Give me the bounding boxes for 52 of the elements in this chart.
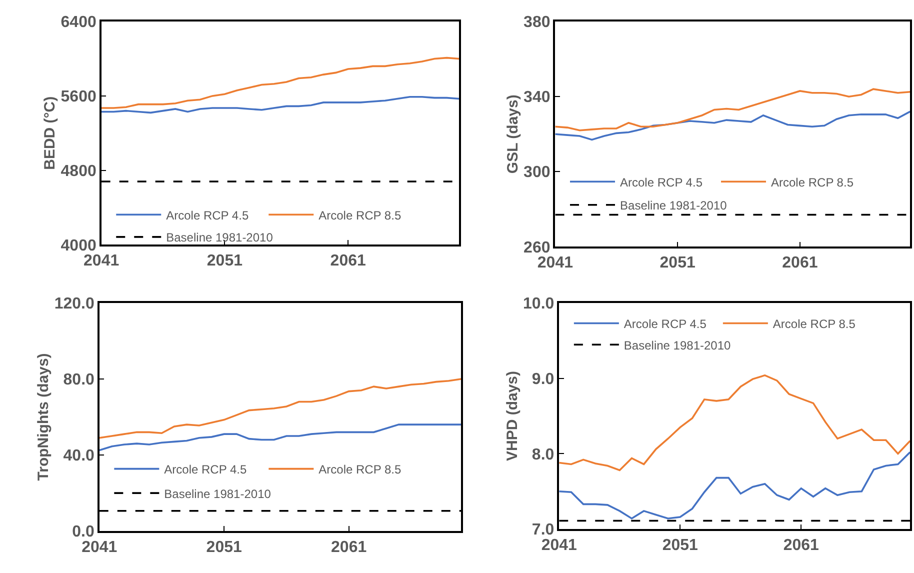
line-series	[559, 451, 910, 520]
y-axis-title: BEDD (°C)	[42, 96, 59, 170]
y-tick-label: 120.0	[54, 296, 95, 313]
x-tick-label: 2041	[541, 536, 578, 554]
x-tick-label: 2051	[206, 538, 242, 556]
y-tick-label: 300	[524, 164, 550, 182]
line-series	[555, 110, 910, 141]
line-series	[101, 56, 460, 109]
x-tick-label: 2041	[537, 254, 574, 272]
legend-label: Arcole RCP 8.5	[318, 462, 402, 477]
y-axis-title: GSL (days)	[504, 94, 522, 174]
legend-label: Arcole RCP 4.5	[620, 175, 703, 190]
x-tick-label: 2061	[782, 254, 818, 272]
y-axis-title: TropNights (days)	[35, 353, 52, 481]
x-tick-label: 2041	[82, 538, 118, 556]
legend-label: Baseline 1981-2010	[624, 338, 732, 352]
y-tick-label: 6400	[60, 14, 96, 32]
x-tick-label: 2061	[783, 536, 820, 554]
x-tick-label: 2051	[662, 536, 698, 554]
y-tick-label: 0.0	[72, 524, 95, 541]
y-tick-label: 10.0	[523, 296, 554, 313]
legend-label: Arcole RCP 8.5	[772, 316, 856, 331]
x-tick-label: 2041	[84, 252, 120, 270]
y-tick-label: 40.0	[63, 448, 95, 465]
y-tick-label: 340	[524, 89, 550, 106]
ref-line-label: Baseline 1981-2010	[620, 198, 728, 213]
y-tick-label: 4000	[60, 237, 96, 254]
legend-label: Arcole RCP 8.5	[771, 175, 854, 190]
legend-label: Baseline 1981-2010	[166, 230, 274, 245]
line-series	[101, 96, 460, 114]
y-tick-label: 7.0	[532, 522, 554, 539]
line-series	[559, 374, 910, 472]
y-axis-title: VHPD (days)	[504, 370, 521, 462]
y-tick-label: 4800	[60, 162, 96, 180]
line-series	[555, 88, 910, 132]
y-tick-label: 9.0	[532, 370, 554, 388]
y-tick-label: 8.0	[532, 446, 554, 464]
y-tick-label: 5600	[60, 88, 96, 106]
legend-label: Arcole RCP 4.5	[166, 208, 249, 222]
legend-label: Baseline 1981-2010	[164, 486, 272, 501]
line-series	[99, 424, 462, 452]
x-tick-label: 2061	[331, 538, 367, 556]
x-tick-label: 2051	[660, 254, 696, 272]
legend-label: Arcole RCP 4.5	[624, 316, 707, 331]
legend-label: Arcole RCP 8.5	[318, 208, 402, 222]
line-series	[99, 378, 462, 439]
x-tick-label: 2061	[330, 252, 366, 270]
y-tick-label: 380	[524, 14, 550, 32]
x-tick-label: 2051	[206, 252, 243, 270]
y-tick-label: 260	[524, 239, 550, 256]
legend-label: Arcole RCP 4.5	[164, 462, 247, 477]
y-tick-label: 80.0	[63, 372, 95, 389]
